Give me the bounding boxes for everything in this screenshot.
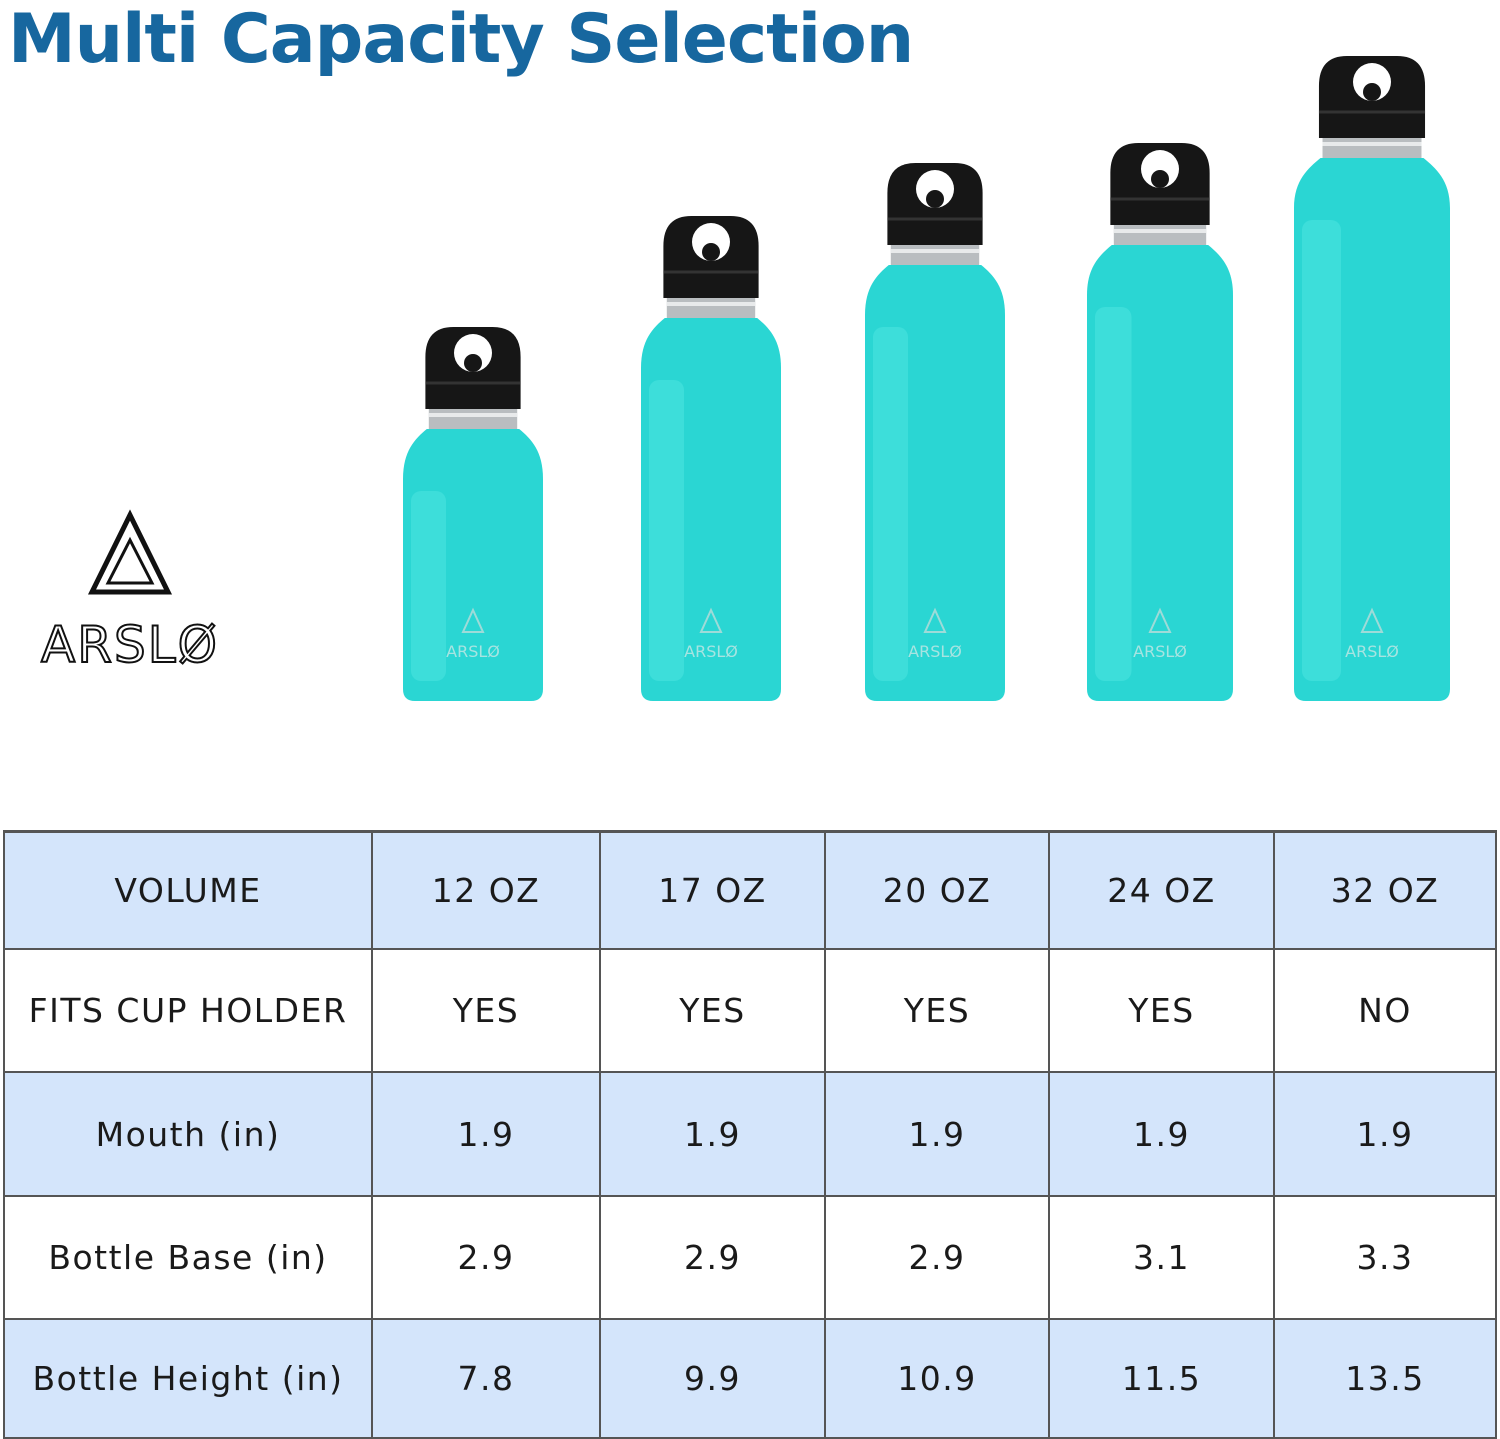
cell-value: 1.9 (373, 1073, 601, 1197)
cap-spout (464, 354, 482, 372)
bottle-logo-text: ARSLØ (1345, 642, 1399, 661)
product-art: ARSLØ ARSLØ ARSLØ ARSLØ ARSLØ ARSLØ (40, 56, 1450, 701)
cell-value: 9.9 (601, 1320, 826, 1439)
bottle-logo-text: ARSLØ (446, 642, 500, 661)
bottle-logo-mark (923, 607, 947, 633)
bottle-logo-mark (461, 607, 485, 633)
bottle: ARSLØ (1294, 56, 1450, 701)
bottle-highlight (649, 380, 684, 681)
bottle-logo-mark (699, 607, 723, 633)
cell-value: 2.9 (601, 1197, 826, 1320)
cell-value: 1.9 (1275, 1073, 1497, 1197)
row-label: FITS CUP HOLDER (3, 950, 373, 1073)
cap-loop (1353, 63, 1391, 101)
bottle: ARSLØ (641, 216, 781, 701)
bottle-highlight (873, 327, 908, 681)
cap-spout (926, 190, 944, 208)
cap-loop (454, 334, 492, 372)
cell-value: YES (601, 950, 826, 1073)
steel-band-shine (1113, 229, 1207, 233)
cell-value: 20 OZ (826, 830, 1050, 950)
cap-loop (916, 170, 954, 208)
brand-logo: ARSLØ (40, 509, 219, 675)
cell-value: 1.9 (1050, 1073, 1275, 1197)
bottle-highlight (1302, 220, 1341, 681)
row-label: Bottle Base (in) (3, 1197, 373, 1320)
cell-value: 2.9 (826, 1197, 1050, 1320)
bottle-highlight (411, 491, 446, 681)
cell-value: 7.8 (373, 1320, 601, 1439)
bottle-logo-text: ARSLØ (684, 642, 738, 661)
cap-spout (1151, 170, 1169, 188)
cell-value: 12 OZ (373, 830, 601, 950)
cell-value: 3.3 (1275, 1197, 1497, 1320)
steel-band-shine (428, 413, 518, 417)
cell-value: 32 OZ (1275, 830, 1497, 950)
bottle-logo-mark (1360, 607, 1384, 633)
cell-value: 1.9 (826, 1073, 1050, 1197)
cell-value: 17 OZ (601, 830, 826, 950)
steel-band-shine (1322, 142, 1422, 146)
cap-spout (1363, 83, 1381, 101)
logo-text: ARSLØ (41, 616, 219, 674)
cell-value: YES (826, 950, 1050, 1073)
cell-value: NO (1275, 950, 1497, 1073)
cap-spout (702, 243, 720, 261)
cap-loop (1141, 150, 1179, 188)
cell-value: 1.9 (601, 1073, 826, 1197)
bottle-logo-mark (1148, 607, 1172, 633)
steel-band-shine (890, 249, 980, 253)
cell-value: 13.5 (1275, 1320, 1497, 1439)
bottle-highlight (1095, 307, 1132, 681)
cell-value: 3.1 (1050, 1197, 1275, 1320)
bottle: ARSLØ (865, 163, 1005, 701)
cap-loop (692, 223, 730, 261)
row-label: Bottle Height (in) (3, 1320, 373, 1439)
bottle-logo-text: ARSLØ (1133, 642, 1187, 661)
row-label: VOLUME (3, 830, 373, 950)
row-label: Mouth (in) (3, 1073, 373, 1197)
cell-value: 11.5 (1050, 1320, 1275, 1439)
steel-band-shine (666, 302, 756, 306)
bottle-logo-text: ARSLØ (908, 642, 962, 661)
bottle: ARSLØ (1087, 143, 1233, 701)
cell-value: YES (1050, 950, 1275, 1073)
cell-value: 10.9 (826, 1320, 1050, 1439)
bottle: ARSLØ (403, 327, 543, 701)
cell-value: 24 OZ (1050, 830, 1275, 950)
cell-value: 2.9 (373, 1197, 601, 1320)
title: Multi Capacity Selection (8, 0, 914, 79)
cell-value: YES (373, 950, 601, 1073)
